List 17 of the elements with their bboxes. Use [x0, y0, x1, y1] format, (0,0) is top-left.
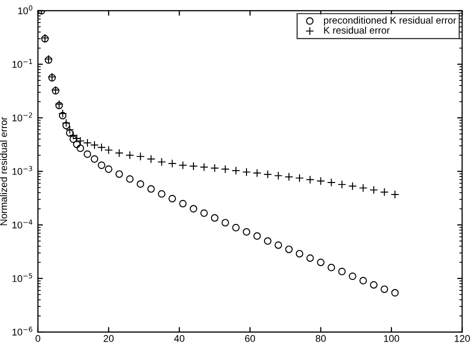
y-tick-label: 10$^{−1}$ [12, 59, 32, 68]
legend-label: K residual error [324, 26, 390, 34]
x-tick-label: 20 [104, 335, 114, 342]
y-tick-label: 10$^{−3}$ [12, 166, 32, 175]
y-axis-title: Normalized residual error [0, 116, 8, 226]
y-tick-label: 10$^{−4}$ [12, 220, 32, 228]
x-tick-label: 80 [316, 335, 326, 342]
y-tick-label: 10$^{−5}$ [12, 273, 32, 282]
y-tick-label: 10$^{−6}$ [12, 326, 32, 336]
x-tick-label: 120 [454, 335, 470, 342]
x-tick-label: 100 [384, 335, 400, 342]
legend-label: preconditioned K residual error [324, 16, 456, 26]
y-tick-label: 10$^{0}$ [18, 5, 32, 14]
y-tick-label: 10$^{−2}$ [12, 112, 32, 122]
x-tick-label: 0 [36, 335, 40, 342]
x-tick-label: 40 [174, 335, 184, 342]
x-tick-label: 60 [245, 335, 256, 342]
